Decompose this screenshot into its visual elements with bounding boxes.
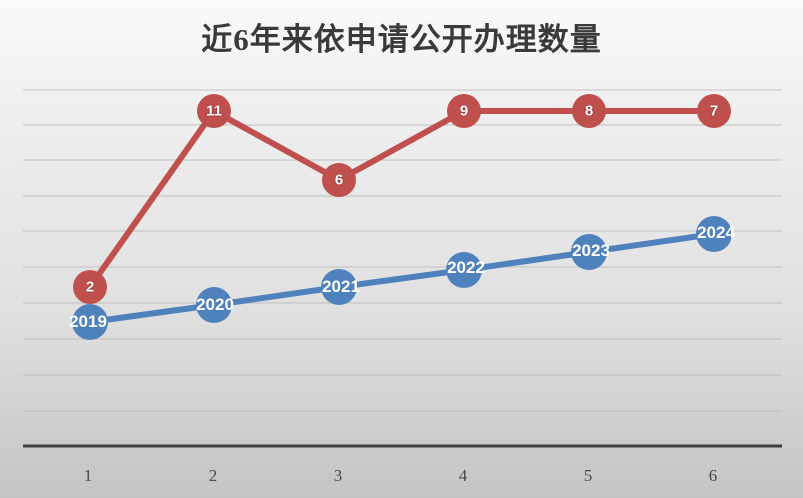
x-axis-tick-4: 4 bbox=[458, 466, 468, 485]
series-line-red bbox=[87, 108, 717, 290]
series-markers-blue bbox=[72, 216, 732, 340]
series-line-blue bbox=[87, 231, 717, 325]
x-axis-tick-5: 5 bbox=[583, 466, 593, 485]
chart-title: 近6年来依申请公开办理数量 bbox=[201, 22, 602, 57]
series-markers-red bbox=[73, 94, 731, 304]
x-axis-tick-2: 2 bbox=[208, 466, 218, 485]
x-axis-tick-1: 1 bbox=[83, 466, 93, 485]
x-axis-tick-6: 6 bbox=[708, 466, 718, 485]
gridlines bbox=[23, 89, 782, 412]
x-axis-tick-3: 3 bbox=[333, 466, 343, 485]
